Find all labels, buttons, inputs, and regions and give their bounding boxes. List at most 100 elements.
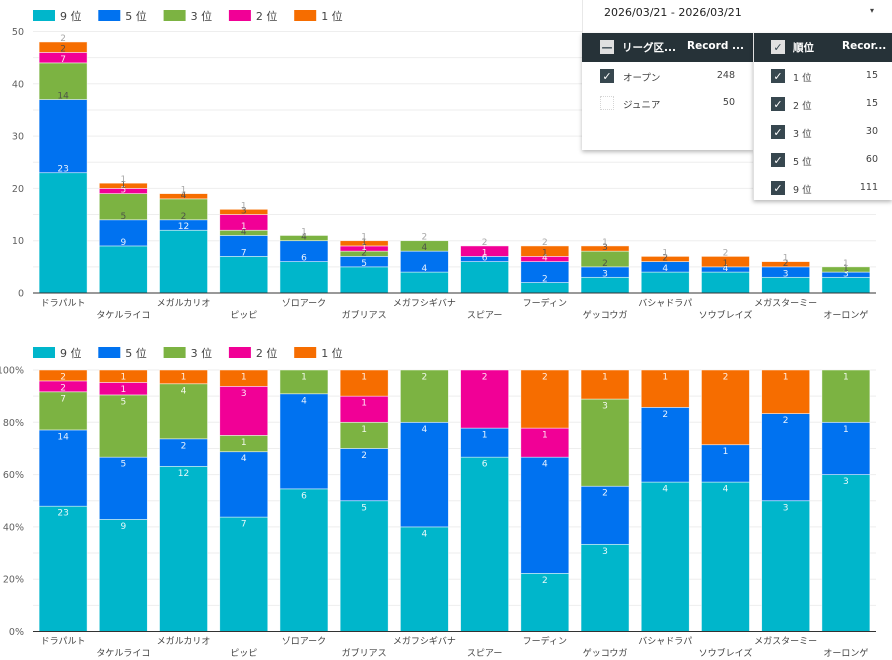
bar-segment[interactable] <box>400 421 449 528</box>
list-item-rank-5[interactable]: ✓ 5 位 60 <box>754 150 892 172</box>
list-item-rank-3[interactable]: ✓ 3 位 30 <box>754 122 892 144</box>
league-column-header[interactable]: リーグ区... <box>622 42 676 54</box>
bar-segment[interactable] <box>159 229 208 294</box>
bar-segment[interactable] <box>580 369 630 400</box>
bar-stack[interactable]: 2 4 1 2 <box>520 369 570 632</box>
bar-segment[interactable] <box>279 261 329 294</box>
bar-segment[interactable] <box>339 240 389 247</box>
bar-segment[interactable] <box>701 256 750 268</box>
checkbox-checked-icon[interactable]: ✓ <box>771 153 785 167</box>
bar-segment[interactable] <box>640 407 690 483</box>
bar-stack[interactable]: 612 <box>460 238 509 294</box>
checkbox-checked-icon[interactable]: ✓ <box>600 69 614 83</box>
bar-segment[interactable] <box>400 271 449 294</box>
bar-segment[interactable] <box>98 193 148 221</box>
bar-segment[interactable] <box>98 519 148 632</box>
bar-segment[interactable] <box>821 266 871 273</box>
checkbox-checked-icon[interactable]: ✓ <box>771 69 785 83</box>
bar-segment[interactable] <box>339 369 389 397</box>
bar-segment[interactable] <box>761 413 811 502</box>
bar-segment[interactable] <box>580 398 630 487</box>
bar-segment[interactable] <box>38 172 88 294</box>
bar-stack[interactable]: 321 <box>761 369 811 632</box>
bar-segment[interactable] <box>701 369 750 446</box>
bar-segment[interactable] <box>400 526 449 632</box>
bar-segment[interactable] <box>339 500 389 632</box>
bar-segment[interactable] <box>821 276 871 294</box>
bar-segment[interactable] <box>339 448 389 502</box>
bar-segment[interactable] <box>159 193 208 200</box>
bar-segment[interactable] <box>98 245 148 294</box>
bar-segment[interactable] <box>580 245 630 252</box>
checkbox-checked-icon[interactable]: ✓ <box>771 181 785 195</box>
bar-segment[interactable] <box>339 266 389 294</box>
bar-segment[interactable] <box>400 240 449 252</box>
bar-segment[interactable] <box>98 182 148 189</box>
legend-item[interactable]: 9 位 <box>33 346 82 360</box>
bar-stack[interactable]: 412 <box>701 248 750 294</box>
bar-segment[interactable] <box>460 456 509 632</box>
bar-segment[interactable] <box>580 543 630 632</box>
record-count-column-header[interactable]: Recor... <box>842 40 887 52</box>
bar-stack[interactable]: 321 <box>761 254 811 294</box>
bar-stack[interactable]: 122 41 <box>159 186 208 294</box>
bar-stack[interactable]: 5 2 1 1 1 <box>339 369 389 632</box>
bar-segment[interactable] <box>821 421 871 475</box>
bar-segment[interactable] <box>159 369 208 385</box>
bar-segment[interactable] <box>821 474 871 632</box>
bar-segment[interactable] <box>400 369 449 423</box>
bar-segment[interactable] <box>219 208 269 215</box>
bar-segment[interactable] <box>159 465 208 632</box>
bar-segment[interactable] <box>761 500 811 632</box>
bar-segment[interactable] <box>38 41 88 53</box>
bar-segment[interactable] <box>279 393 329 490</box>
bar-stack[interactable]: 412 <box>701 369 750 632</box>
record-count-column-header[interactable]: Record ... <box>687 40 744 52</box>
bar-segment[interactable] <box>761 276 811 294</box>
bar-segment[interactable] <box>640 256 690 262</box>
bar-stack[interactable]: 442 <box>400 369 449 632</box>
bar-stack[interactable]: 442 <box>400 233 449 294</box>
bar-segment[interactable] <box>460 369 509 429</box>
bar-segment[interactable] <box>701 271 750 294</box>
bar-segment[interactable] <box>460 245 509 257</box>
legend-item[interactable]: 2 位 <box>228 9 278 23</box>
bar-segment[interactable] <box>520 573 570 632</box>
bar-segment[interactable] <box>98 219 148 247</box>
bar-stack[interactable]: 311 <box>821 259 871 294</box>
bar-segment[interactable] <box>279 488 329 632</box>
bar-segment[interactable] <box>159 438 208 467</box>
checkbox-unchecked-icon[interactable] <box>600 96 614 110</box>
bar-stack[interactable]: 641 <box>279 369 329 632</box>
legend-item[interactable]: 9 位 <box>33 9 82 23</box>
bar-segment[interactable] <box>98 369 148 383</box>
list-item-rank-2[interactable]: ✓ 2 位 15 <box>754 94 892 116</box>
bar-segment[interactable] <box>640 481 690 632</box>
bar-segment[interactable] <box>219 369 269 387</box>
bar-segment[interactable] <box>98 456 148 520</box>
bar-segment[interactable] <box>219 516 269 632</box>
list-item-rank-1[interactable]: ✓ 1 位 15 <box>754 66 892 88</box>
bar-segment[interactable] <box>38 391 88 431</box>
bar-segment[interactable] <box>38 505 88 632</box>
bar-segment[interactable] <box>761 261 811 268</box>
bar-segment[interactable] <box>219 451 269 518</box>
list-item-junior[interactable]: ジュニア 50 <box>582 93 753 115</box>
bar-segment[interactable] <box>520 456 570 574</box>
bar-segment[interactable] <box>520 369 570 429</box>
dropdown-arrow-icon[interactable]: ▾ <box>869 6 874 15</box>
bar-stack[interactable]: 641 <box>279 227 329 294</box>
bar-stack[interactable]: 311 <box>821 369 871 632</box>
bar-segment[interactable] <box>339 395 389 423</box>
bar-segment[interactable] <box>339 421 389 449</box>
legend-item[interactable]: 3 位 <box>163 346 213 360</box>
bar-segment[interactable] <box>279 369 329 395</box>
bar-segment[interactable] <box>460 427 509 458</box>
bar-stack[interactable]: 7 4 1 3 1 <box>219 369 269 632</box>
select-all-checkbox-indeterminate-icon[interactable]: — <box>600 40 614 54</box>
